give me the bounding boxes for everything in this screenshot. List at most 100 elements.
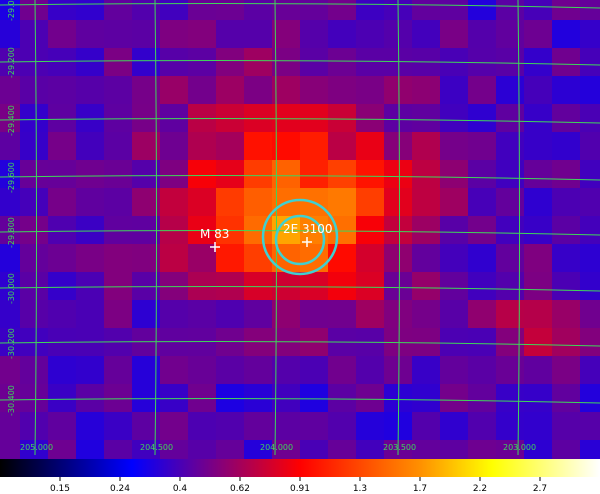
pixel — [580, 48, 600, 76]
pixel — [524, 188, 552, 216]
pixel — [440, 300, 468, 328]
pixel — [20, 272, 48, 300]
pixel — [272, 384, 300, 412]
pixel — [496, 384, 524, 412]
pixel — [384, 384, 412, 412]
pixel — [580, 272, 600, 300]
pixel — [552, 384, 580, 412]
pixel — [20, 132, 48, 160]
pixel — [300, 384, 328, 412]
pixel — [0, 104, 20, 132]
pixel — [412, 188, 440, 216]
pixel — [412, 0, 440, 20]
pixel — [0, 272, 20, 300]
source-label: M 83 — [200, 227, 229, 241]
pixel — [244, 132, 272, 160]
ra-label: 204.000 — [260, 443, 293, 452]
pixel — [384, 272, 412, 300]
pixel — [328, 384, 356, 412]
pixel — [216, 412, 244, 440]
colorbar-ticks: 0.15 0.24 0.4 0.62 0.91 1.3 1.7 2.2 2.7 — [50, 477, 547, 494]
pixel — [496, 356, 524, 384]
pixel — [552, 300, 580, 328]
pixel — [104, 76, 132, 104]
pixel — [244, 104, 272, 132]
pixel — [104, 216, 132, 244]
pixel — [160, 20, 188, 48]
pixel — [188, 132, 216, 160]
pixel — [384, 356, 412, 384]
pixel — [0, 328, 20, 356]
pixel — [328, 188, 356, 216]
pixel — [524, 272, 552, 300]
colorbar-label: 1.7 — [413, 484, 427, 494]
pixel — [468, 20, 496, 48]
pixel — [524, 384, 552, 412]
pixel — [412, 356, 440, 384]
source-crosses — [210, 237, 312, 252]
pixel — [580, 328, 600, 356]
pixel — [48, 132, 76, 160]
pixel — [468, 300, 496, 328]
pixel — [300, 356, 328, 384]
pixel — [412, 328, 440, 356]
pixel — [552, 76, 580, 104]
pixel — [48, 384, 76, 412]
pixel — [496, 76, 524, 104]
pixel — [300, 132, 328, 160]
pixel — [0, 160, 20, 188]
pixel — [412, 20, 440, 48]
pixel — [356, 188, 384, 216]
pixel — [412, 216, 440, 244]
pixel — [440, 20, 468, 48]
pixel — [216, 132, 244, 160]
pixel — [524, 160, 552, 188]
pixel — [188, 76, 216, 104]
pixel — [300, 272, 328, 300]
pixel — [48, 48, 76, 76]
pixel — [468, 328, 496, 356]
pixel — [104, 244, 132, 272]
pixel — [216, 216, 244, 244]
pixel — [412, 76, 440, 104]
pixel — [384, 244, 412, 272]
pixel — [48, 412, 76, 440]
pixel — [468, 76, 496, 104]
pixel — [216, 76, 244, 104]
pixel — [412, 272, 440, 300]
pixel — [328, 104, 356, 132]
pixel — [552, 132, 580, 160]
pixel — [0, 132, 20, 160]
pixel — [412, 244, 440, 272]
pixel — [132, 300, 160, 328]
grid-line — [0, 118, 600, 124]
pixel — [104, 160, 132, 188]
pixel — [496, 412, 524, 440]
dec-label: -30.400 — [7, 385, 16, 416]
pixel — [244, 384, 272, 412]
pixel — [412, 412, 440, 440]
pixel — [328, 20, 356, 48]
pixel — [160, 272, 188, 300]
pixel — [132, 0, 160, 20]
pixel — [244, 20, 272, 48]
pixel — [104, 188, 132, 216]
pixel — [160, 300, 188, 328]
sky-image — [0, 0, 600, 468]
grid-line — [0, 230, 600, 236]
pixel — [160, 0, 188, 20]
pixel — [76, 48, 104, 76]
dec-label: -30.200 — [7, 328, 16, 359]
pixel — [468, 48, 496, 76]
pixel — [76, 76, 104, 104]
pixel — [76, 244, 104, 272]
ra-label: 205.000 — [20, 443, 53, 452]
pixel — [580, 300, 600, 328]
dec-label: -29.600 — [7, 162, 16, 193]
pixel — [160, 244, 188, 272]
pixel — [104, 384, 132, 412]
pixel — [132, 132, 160, 160]
pixel — [384, 104, 412, 132]
pixel — [384, 132, 412, 160]
pixel — [328, 160, 356, 188]
